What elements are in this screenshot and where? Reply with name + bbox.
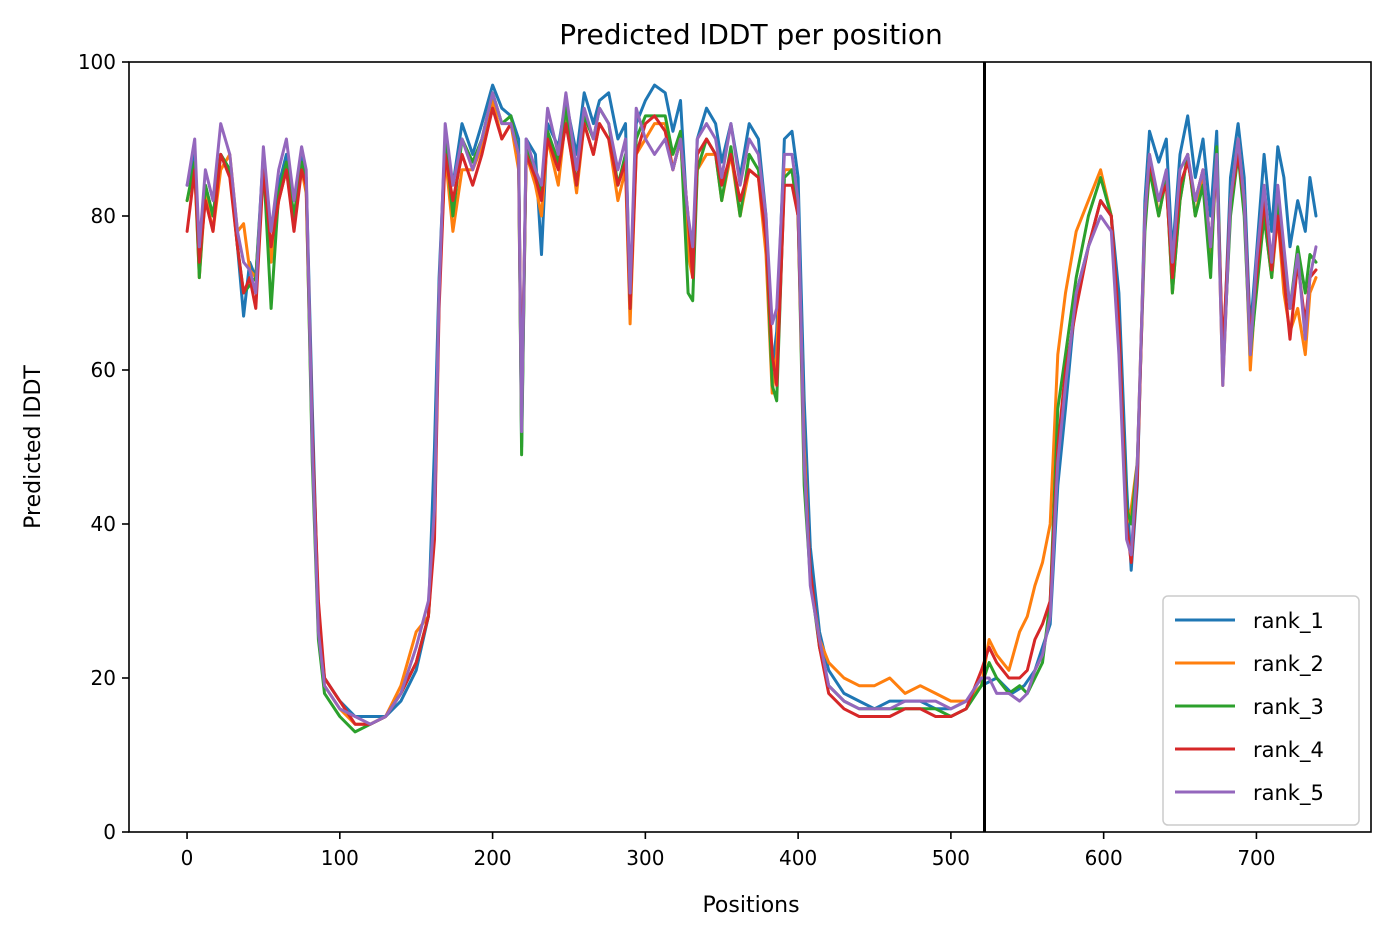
series-line-rank_5 [185,91,1318,726]
x-axis: 0 100 200 300 400 500 600 700 [181,832,1276,870]
x-axis-label: Positions [702,893,799,918]
y-axis: 0 20 40 60 80 100 [78,50,129,844]
legend-box [1162,595,1360,826]
x-tick-label: 700 [1237,846,1275,870]
legend-label-rank_2: rank_2 [1253,652,1324,677]
plot-frame [128,61,1372,833]
y-axis-label: Predicted lDDT [21,365,46,529]
x-tick-label: 600 [1085,846,1123,870]
chart-title: Predicted lDDT per position [559,18,943,51]
y-tick-label: 20 [91,666,116,690]
x-tick-label: 0 [181,846,194,870]
y-tick-label: 0 [103,820,116,844]
y-tick-label: 100 [78,50,116,74]
x-tick-label: 300 [626,846,664,870]
legend: rank_1 rank_2 rank_3 rank_4 rank_5 [1162,595,1360,826]
x-tick-label: 500 [932,846,970,870]
y-tick-label: 40 [91,512,116,536]
x-tick-label: 200 [473,846,511,870]
legend-label-rank_3: rank_3 [1253,695,1324,720]
series-layer [185,83,1318,734]
y-tick-label: 80 [91,204,116,228]
legend-label-rank_5: rank_5 [1253,781,1324,806]
y-tick-label: 60 [91,358,116,382]
x-tick-label: 100 [321,846,359,870]
legend-label-rank_1: rank_1 [1253,609,1324,634]
series-line-rank_4 [185,106,1318,726]
legend-label-rank_4: rank_4 [1253,738,1324,763]
x-tick-label: 400 [779,846,817,870]
